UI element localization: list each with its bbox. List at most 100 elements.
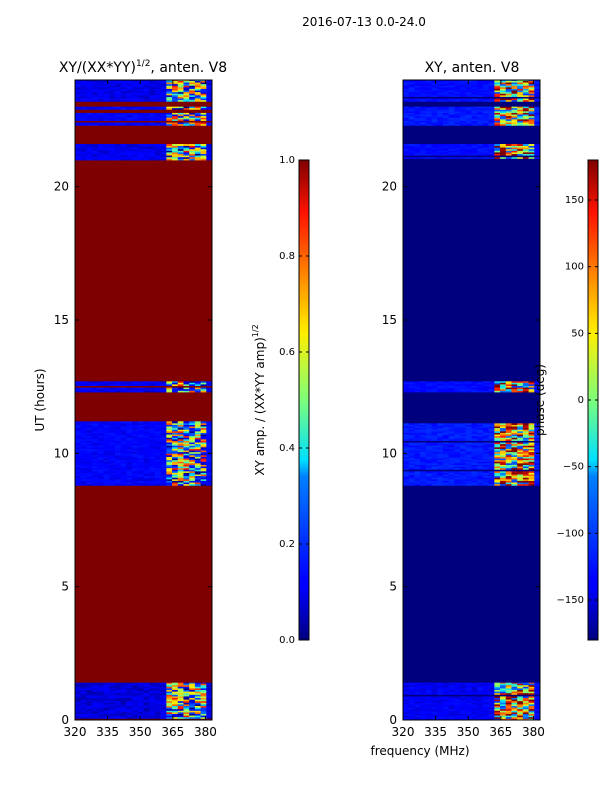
heatmap-cell [114,467,122,470]
heatmap-cell [528,422,535,425]
heatmap-cell [160,98,167,101]
heatmap-cell [522,704,529,706]
heatmap-cell [126,456,133,459]
heatmap-cell [114,474,122,477]
heatmap-cell [522,478,529,481]
heatmap-cell [120,82,127,85]
heatmap-cell [103,456,110,459]
heatmap-cell [149,453,156,456]
heatmap-cell [97,470,104,473]
heatmap-cell [482,114,490,117]
heatmap-cell [149,715,156,718]
heatmap-cell [454,700,461,703]
heatmap-cell [137,474,144,477]
heatmap-cell [149,713,156,716]
heatmap-cell [120,144,127,146]
heatmap-cell [494,106,501,109]
heatmap-cell [103,697,110,700]
heatmap-cell [442,700,450,703]
heatmap-cell [465,448,472,451]
heatmap-cell [403,437,410,440]
heatmap-cell [414,99,421,102]
heatmap-cell [183,684,190,687]
heatmap-cell [403,422,410,425]
heatmap-cell [114,107,122,110]
heatmap-cell [494,440,501,443]
heatmap-cell [517,702,524,705]
heatmap-cell [500,114,507,117]
heatmap-cell [206,718,213,721]
heatmap-cell [408,96,415,99]
heatmap-cell [183,109,190,112]
heatmap-cell [154,684,162,687]
heatmap-cell [414,682,421,684]
heatmap-cell [431,382,438,385]
heatmap-cell [420,438,427,441]
heatmap-cell [454,475,461,478]
heatmap-cell [97,459,104,462]
heatmap-cell [137,469,144,472]
heatmap-cell [206,147,213,150]
heatmap-cell [194,85,201,88]
heatmap-cell [160,694,167,697]
heatmap-cell [114,421,122,424]
heatmap-cell [454,118,461,121]
heatmap-cell [103,713,110,716]
heatmap-cell [160,691,167,694]
heatmap-cell [500,686,507,689]
heatmap-cell [528,424,535,427]
heatmap-cell [534,422,541,425]
heatmap-cell [414,156,421,159]
heatmap-cell [120,688,127,690]
heatmap-cell [200,437,207,440]
heatmap-cell [494,707,501,710]
heatmap-cell [482,94,490,97]
heatmap-cell [172,110,179,113]
heatmap-cell [97,445,104,448]
heatmap-cell [477,480,484,483]
heatmap-cell [454,696,461,698]
heatmap-cell [505,472,512,475]
heatmap-cell [189,85,196,88]
heatmap-cell [482,427,490,430]
heatmap-cell [200,158,207,161]
heatmap-cell [189,713,196,716]
heatmap-cell [132,467,139,470]
heatmap-cell [97,384,104,386]
heatmap-cell [448,459,455,462]
heatmap-cell [177,152,184,154]
heatmap-cell [97,699,104,702]
heatmap-cell [528,96,535,99]
heatmap-cell [154,382,162,385]
heatmap-cell [75,93,82,96]
heatmap-cell [420,381,427,383]
heatmap-cell [97,430,104,433]
heatmap-cell [200,478,207,481]
heatmap-cell [206,430,213,433]
heatmap-cell [137,438,144,441]
heatmap-cell [143,421,150,424]
heatmap-cell [477,438,484,441]
heatmap-cell [80,80,87,83]
heatmap-cell [534,475,541,478]
heatmap-cell [528,443,535,446]
heatmap-cell [465,106,472,109]
heatmap-cell [183,144,190,146]
heatmap-cell [149,477,156,480]
heatmap-cell [120,434,127,437]
heatmap-cell [154,437,162,440]
heatmap-cell [528,461,535,464]
heatmap-cell [511,688,518,690]
heatmap-cell [460,715,467,718]
heatmap-cell [183,437,190,440]
heatmap-cell [528,148,535,151]
heatmap-cell [431,442,438,445]
heatmap-cell [454,689,461,692]
heatmap-cell [160,429,167,432]
heatmap-cell [471,106,478,109]
heatmap-cell [189,99,196,102]
heatmap-cell [103,437,110,440]
heatmap-cell [86,384,93,386]
heatmap-cell [437,453,444,456]
heatmap-cell [522,385,529,388]
